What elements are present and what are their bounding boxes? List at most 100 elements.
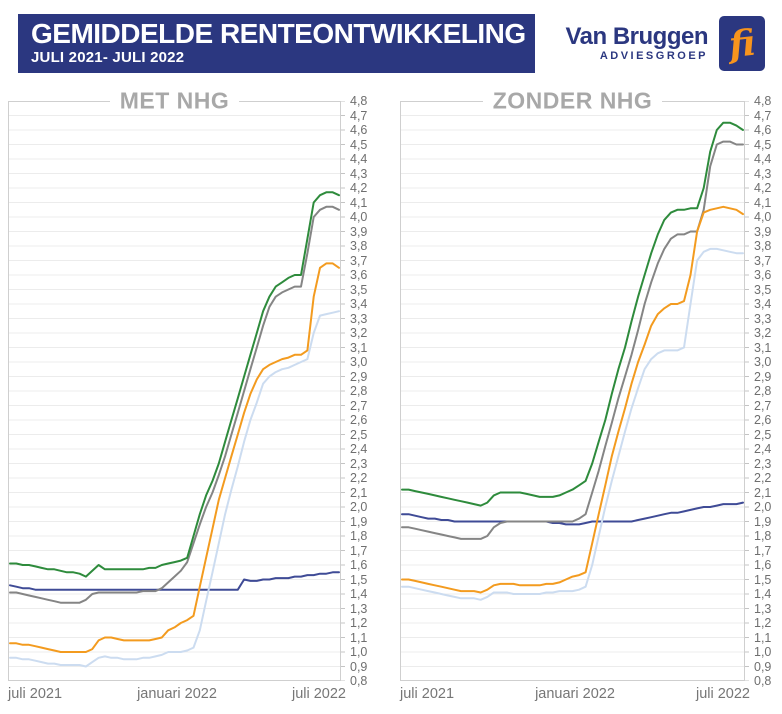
y-axis-labels-zonder-nhg: 4,8 4,7 4,6 4,5 4,4 4,3 4,2 4,1 4,0 3,9 3,8 3,7 3,6 3… <box>751 94 781 688</box>
y-tick-label: 2,9 <box>350 369 368 384</box>
y-tick-label: 2,1 <box>350 485 368 500</box>
y-tick-label: 4,6 <box>754 123 772 137</box>
y-tick-label: 3,0 <box>350 355 368 369</box>
y-axis-labels-met-nhg: 4,8 4,7 4,6 4,5 4,4 4,3 4,2 4,1 4,0 3,9 3,8 3,7 3,6 3… <box>347 94 377 688</box>
logo-tagline: ADVIESGROEP <box>599 49 708 62</box>
y-tick-label: 2,2 <box>350 471 368 485</box>
x-tick-label: januari 2022 <box>535 686 615 702</box>
y-tick-label: 3,6 <box>754 268 772 282</box>
y-tick-label: 1,3 <box>754 601 772 616</box>
y-tick-label: 1,3 <box>350 601 368 616</box>
y-tick-label: 1,2 <box>754 616 772 630</box>
y-tick-label: 0,9 <box>754 659 772 674</box>
logo-brand-name: Van Bruggen <box>565 22 708 50</box>
y-tick-label: 1,7 <box>754 543 772 558</box>
y-tick-label: 4,7 <box>350 108 368 123</box>
y-tick-label: 3,4 <box>350 297 368 311</box>
y-tick-label: 4,2 <box>350 181 368 195</box>
y-tick-label: 1,7 <box>350 543 368 558</box>
y-tick-label: 1,0 <box>350 645 368 659</box>
y-tick-label: 1,8 <box>350 529 368 543</box>
y-tick-label: 1,4 <box>754 587 772 601</box>
y-tick-label: 1,1 <box>754 630 772 645</box>
van-bruggen-logo-icon: fi <box>719 16 765 71</box>
y-tick-label: 0,8 <box>350 674 368 688</box>
y-tick-label: 2,7 <box>754 398 772 413</box>
chart-title-met-nhg: MET NHG <box>8 87 341 115</box>
y-tick-label: 4,5 <box>754 137 772 152</box>
van-bruggen-logo: Van Bruggen ADVIESGROEP fi <box>565 16 765 71</box>
y-tick-label: 2,9 <box>754 369 772 384</box>
y-tick-label: 4,1 <box>350 195 368 210</box>
x-tick-label: januari 2022 <box>137 686 217 702</box>
y-tick-label: 3,7 <box>350 253 368 268</box>
y-tick-label: 3,5 <box>350 282 368 297</box>
y-tick-label: 2,2 <box>754 471 772 485</box>
x-tick-label: juli 2022 <box>291 686 346 702</box>
y-tick-label: 3,1 <box>350 340 368 355</box>
y-tick-label: 1,9 <box>754 514 772 529</box>
y-tick-label: 4,1 <box>754 195 772 210</box>
y-tick-label: 0,9 <box>350 659 368 674</box>
y-tick-label: 3,9 <box>350 224 368 239</box>
y-tick-label: 4,8 <box>350 94 368 108</box>
page-title: GEMIDDELDE RENTEONTWIKKELING <box>31 18 526 49</box>
y-tick-label: 2,3 <box>754 456 772 471</box>
y-tick-label: 4,8 <box>754 94 772 108</box>
y-tick-label: 1,4 <box>350 587 368 601</box>
y-tick-label: 3,1 <box>754 340 772 355</box>
header-banner: GEMIDDELDE RENTEONTWIKKELING JULI 2021- … <box>18 14 535 73</box>
y-tick-label: 3,2 <box>754 326 772 340</box>
plot-area-zonder-nhg <box>400 101 749 681</box>
y-tick-label: 1,2 <box>350 616 368 630</box>
chart-title-zonder-nhg: ZONDER NHG <box>400 87 745 115</box>
y-tick-label: 4,4 <box>350 152 368 166</box>
y-tick-label: 4,3 <box>350 166 368 181</box>
y-tick-label: 2,0 <box>754 500 772 514</box>
plot-area-met-nhg <box>8 101 345 681</box>
y-tick-label: 1,5 <box>350 572 368 587</box>
y-tick-label: 2,5 <box>350 427 368 442</box>
x-tick-label: juli 2021 <box>8 686 63 702</box>
y-tick-label: 3,2 <box>350 326 368 340</box>
y-tick-label: 1,5 <box>754 572 772 587</box>
y-tick-label: 2,1 <box>754 485 772 500</box>
x-tick-label: juli 2022 <box>695 686 750 702</box>
y-tick-label: 2,5 <box>754 427 772 442</box>
y-tick-label: 3,5 <box>754 282 772 297</box>
y-tick-label: 3,9 <box>754 224 772 239</box>
y-tick-label: 4,0 <box>754 210 772 224</box>
y-tick-label: 2,8 <box>350 384 368 398</box>
y-tick-label: 0,8 <box>754 674 772 688</box>
y-tick-label: 4,6 <box>350 123 368 137</box>
y-tick-label: 2,8 <box>754 384 772 398</box>
y-tick-label: 4,7 <box>754 108 772 123</box>
logo-text: Van Bruggen ADVIESGROEP <box>565 22 708 63</box>
y-tick-label: 1,6 <box>754 558 772 572</box>
y-tick-label: 2,3 <box>350 456 368 471</box>
y-tick-label: 1,9 <box>350 514 368 529</box>
logo-fi-glyph: fi <box>726 21 758 66</box>
y-tick-label: 2,7 <box>350 398 368 413</box>
y-tick-label: 3,3 <box>754 311 772 326</box>
y-tick-label: 2,6 <box>350 413 368 427</box>
y-tick-label: 1,1 <box>350 630 368 645</box>
y-tick-label: 3,4 <box>754 297 772 311</box>
page-subtitle: JULI 2021- JULI 2022 <box>31 49 185 66</box>
y-tick-label: 4,4 <box>754 152 772 166</box>
y-tick-label: 2,6 <box>754 413 772 427</box>
y-tick-label: 4,2 <box>754 181 772 195</box>
y-tick-label: 3,0 <box>754 355 772 369</box>
y-tick-label: 2,4 <box>350 442 368 456</box>
y-tick-label: 2,4 <box>754 442 772 456</box>
x-tick-label: juli 2021 <box>400 686 455 702</box>
y-tick-label: 1,0 <box>754 645 772 659</box>
y-tick-label: 1,6 <box>350 558 368 572</box>
y-tick-label: 3,3 <box>350 311 368 326</box>
y-tick-label: 2,0 <box>350 500 368 514</box>
y-tick-label: 1,8 <box>754 529 772 543</box>
x-axis-labels-met-nhg: juli 2021 januari 2022 juli 2022 <box>8 686 346 702</box>
y-tick-label: 4,5 <box>350 137 368 152</box>
y-tick-label: 3,7 <box>754 253 772 268</box>
y-tick-label: 3,8 <box>350 239 368 253</box>
